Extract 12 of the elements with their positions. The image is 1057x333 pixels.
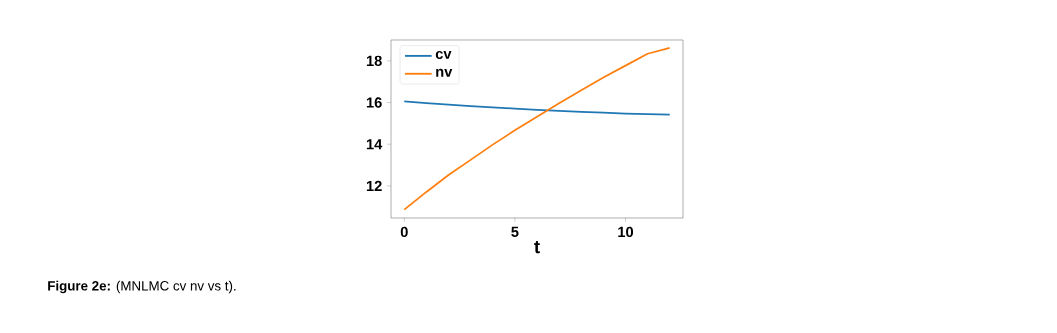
legend-label: cv (435, 50, 452, 59)
y-tick-label: 18 (366, 55, 382, 67)
legend-label: nv (436, 68, 453, 77)
y-tick-label: 14 (366, 139, 383, 150)
y-tick-label: 16 (366, 97, 382, 108)
y-tick-label: 12 (366, 180, 382, 192)
x-tick-label: 5 (511, 226, 519, 237)
x-tick-label: 0 (400, 226, 408, 238)
x-tick-label: 10 (618, 226, 634, 238)
x-axis-title: t (534, 240, 540, 254)
line-series (403, 47, 671, 211)
text: Figure 2e: (MNLMC cv nv vs t). (48, 280, 236, 294)
